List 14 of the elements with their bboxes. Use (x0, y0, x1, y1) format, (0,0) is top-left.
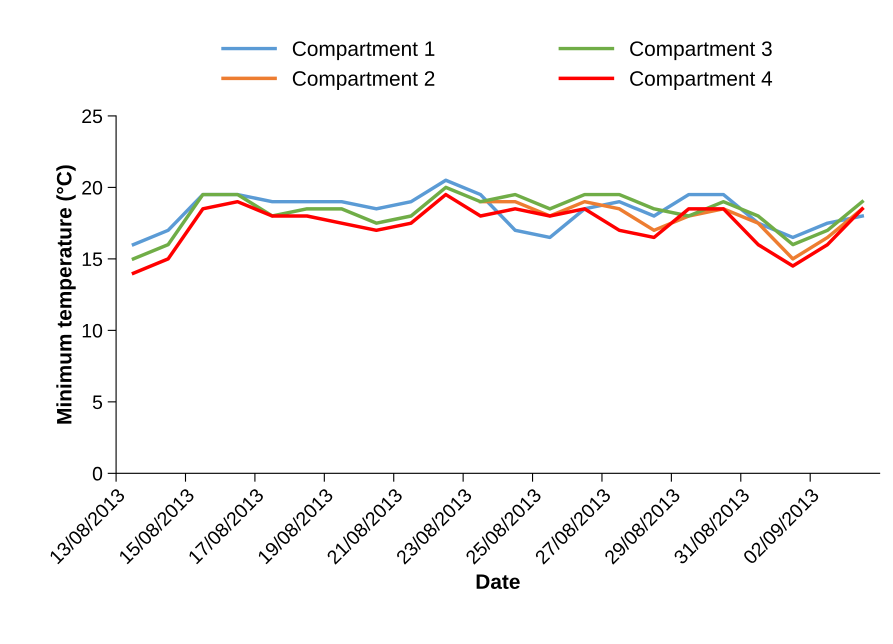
y-tick-label: 5 (92, 396, 102, 410)
legend-label: Compartment 4 (630, 71, 772, 90)
y-axis-title: Minimum temperature (°C) (56, 165, 76, 424)
y-tick-label: 25 (82, 109, 102, 124)
legend-label: Compartment 2 (292, 71, 434, 90)
line-series (132, 192, 864, 275)
legend-label: Compartment 3 (630, 41, 772, 60)
y-tick-label: 20 (82, 180, 102, 195)
line-series (132, 186, 864, 261)
x-axis-title: Date (476, 574, 520, 590)
y-tick-label: 0 (92, 466, 102, 481)
legend-label: Compartment 1 (292, 41, 434, 60)
y-tick-label: 10 (82, 324, 102, 338)
y-tick-label: 15 (82, 252, 102, 266)
